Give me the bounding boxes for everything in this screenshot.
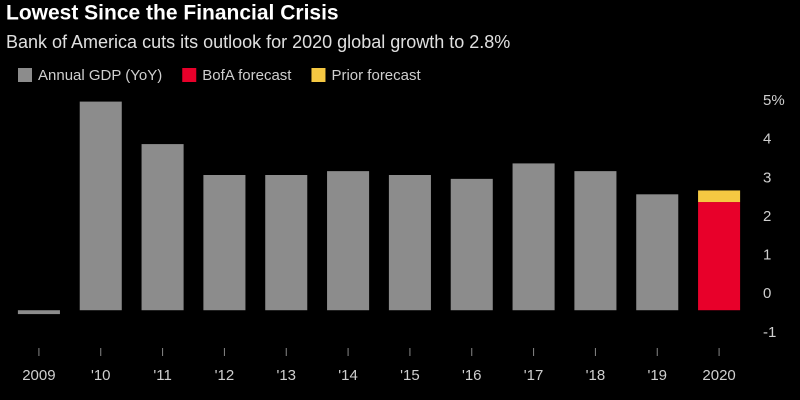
x-tick-label: '16 (462, 367, 482, 384)
x-tick-label: 2009 (22, 367, 55, 384)
y-tick-label: 3 (763, 169, 771, 186)
x-tick-label: '14 (338, 367, 358, 384)
legend-swatch (182, 68, 197, 82)
bar (698, 190, 741, 203)
y-tick-label: 0 (763, 285, 771, 302)
chart-title: Lowest Since the Financial Crisis (6, 2, 339, 25)
legend-label: BofA forecast (202, 67, 292, 84)
bar (141, 144, 184, 311)
x-tick-label: '15 (400, 367, 420, 384)
x-tick-label: '17 (524, 367, 544, 384)
x-tick-label: '12 (215, 367, 235, 384)
legend-label: Prior forecast (331, 67, 421, 84)
bar (203, 175, 246, 311)
x-tick-label: '18 (586, 367, 606, 384)
y-tick-label: 2 (763, 208, 771, 225)
chart-subtitle: Bank of America cuts its outlook for 202… (6, 32, 510, 52)
legend-swatch (311, 68, 326, 82)
x-tick-label: '19 (647, 367, 667, 384)
legend-swatch (18, 68, 32, 82)
bar (636, 194, 679, 311)
y-tick-label: 1 (763, 247, 771, 264)
y-tick-label: -1 (763, 324, 776, 341)
y-tick-label: 5% (763, 92, 785, 109)
bar (327, 171, 370, 311)
y-tick-label: 4 (763, 131, 771, 148)
x-tick-label: '10 (91, 367, 111, 384)
bar (17, 310, 60, 315)
bar (265, 175, 308, 311)
bar (512, 163, 555, 311)
bar (450, 178, 493, 311)
legend-label: Annual GDP (YoY) (38, 67, 162, 84)
bar (388, 175, 431, 311)
bar (698, 202, 741, 311)
bar (574, 171, 617, 311)
x-tick-label: '11 (153, 367, 171, 384)
x-tick-label: 2020 (702, 367, 735, 384)
x-tick-label: '13 (276, 367, 296, 384)
bar (79, 101, 122, 311)
